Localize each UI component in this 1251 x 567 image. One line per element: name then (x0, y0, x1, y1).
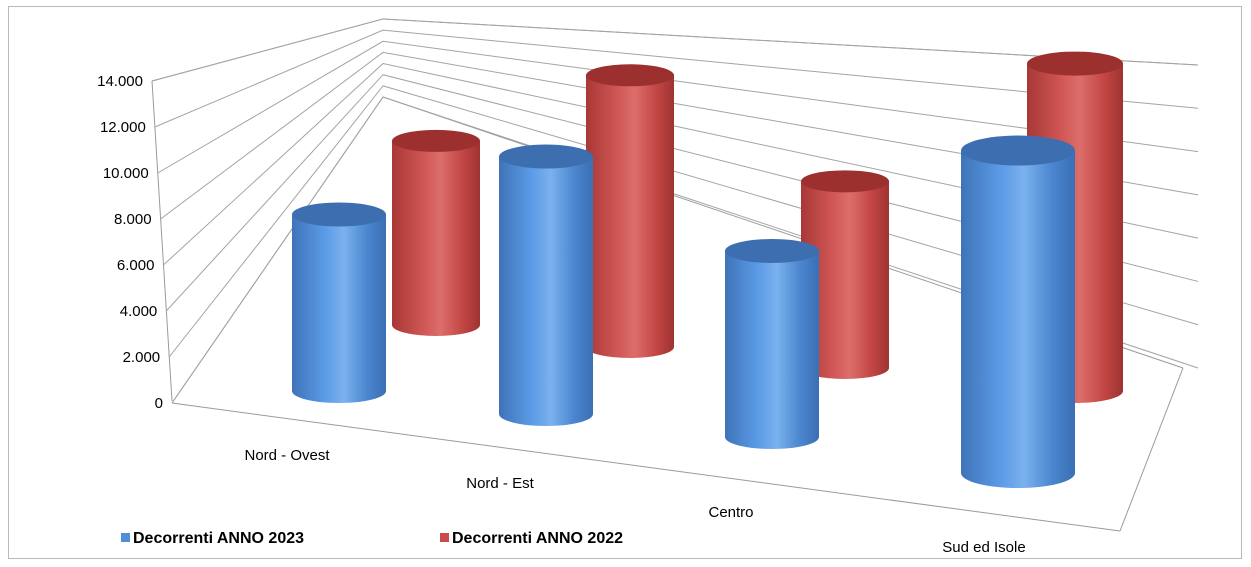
cylinder-body (725, 250, 819, 449)
legend: Decorrenti ANNO 2023 Decorrenti ANNO 202… (121, 530, 623, 547)
cylinder-2023-3 (961, 135, 1075, 489)
y-axis-line (151, 80, 173, 402)
gridline (168, 85, 1199, 358)
cylinder-body (961, 150, 1075, 489)
cylinder-body (801, 181, 889, 379)
y-tick-label: 12.000 (100, 119, 146, 136)
gridline (151, 18, 1199, 82)
cylinders (292, 51, 1123, 489)
category-label: Nord - Est (466, 475, 534, 492)
floor-right-edge (1119, 367, 1184, 532)
legend-swatch-2023 (121, 533, 130, 542)
floor-front-edge (171, 402, 1121, 532)
cylinder-2023-0 (292, 202, 386, 403)
y-tick-label: 6.000 (117, 257, 155, 274)
cylinder-body (292, 214, 386, 403)
y-tick-label: 8.000 (114, 211, 152, 228)
cylinder-top (801, 170, 889, 193)
cylinder-top (1027, 51, 1123, 76)
cylinder-body (392, 140, 480, 336)
gridline (157, 40, 1199, 174)
gridline (165, 74, 1199, 312)
gridline (163, 63, 1199, 266)
cylinder-body (586, 75, 674, 359)
cylinder-chart: 02.0004.0006.0008.00010.00012.00014.000 … (97, 18, 1199, 556)
cylinder-2023-2 (725, 238, 819, 449)
gridline (154, 29, 1199, 128)
legend-label-2022: Decorrenti ANNO 2022 (452, 530, 623, 547)
cylinder-2023-1 (499, 144, 593, 426)
chart-frame: 0 2.000 4.000 6.000 8.000 10.000 12.000 14.000 … (8, 6, 1242, 559)
cylinder-top (499, 144, 593, 169)
gridlines (151, 18, 1199, 404)
cylinder-top (586, 64, 674, 87)
y-tick-label: 0 (155, 395, 163, 412)
gridline (171, 96, 1199, 404)
cylinder-top (292, 202, 386, 227)
category-label: Centro (708, 504, 753, 521)
cylinder-body (499, 156, 593, 426)
cylinder-2022-2 (801, 170, 889, 379)
cylinder-top (961, 135, 1075, 166)
y-tick-label: 14.000 (97, 73, 143, 90)
category-label: Sud ed Isole (942, 539, 1025, 556)
y-tick-label: 10.000 (103, 165, 149, 182)
legend-swatch-2022 (440, 533, 449, 542)
cylinder-top (725, 238, 819, 263)
y-axis-ticks: 0 2.000 4.000 6.000 8.000 10.000 12.000 14.000 (97, 73, 163, 412)
gridline (160, 51, 1199, 220)
y-tick-label: 4.000 (120, 303, 158, 320)
category-labels: Nord - Ovest Nord - Est Centro Sud ed Isole (244, 447, 1025, 556)
cylinder-top (392, 129, 480, 152)
category-label: Nord - Ovest (244, 447, 330, 464)
cylinder-2022-1 (586, 64, 674, 359)
legend-label-2023: Decorrenti ANNO 2023 (133, 530, 304, 547)
y-tick-label: 2.000 (123, 349, 161, 366)
cylinder-2022-0 (392, 129, 480, 336)
